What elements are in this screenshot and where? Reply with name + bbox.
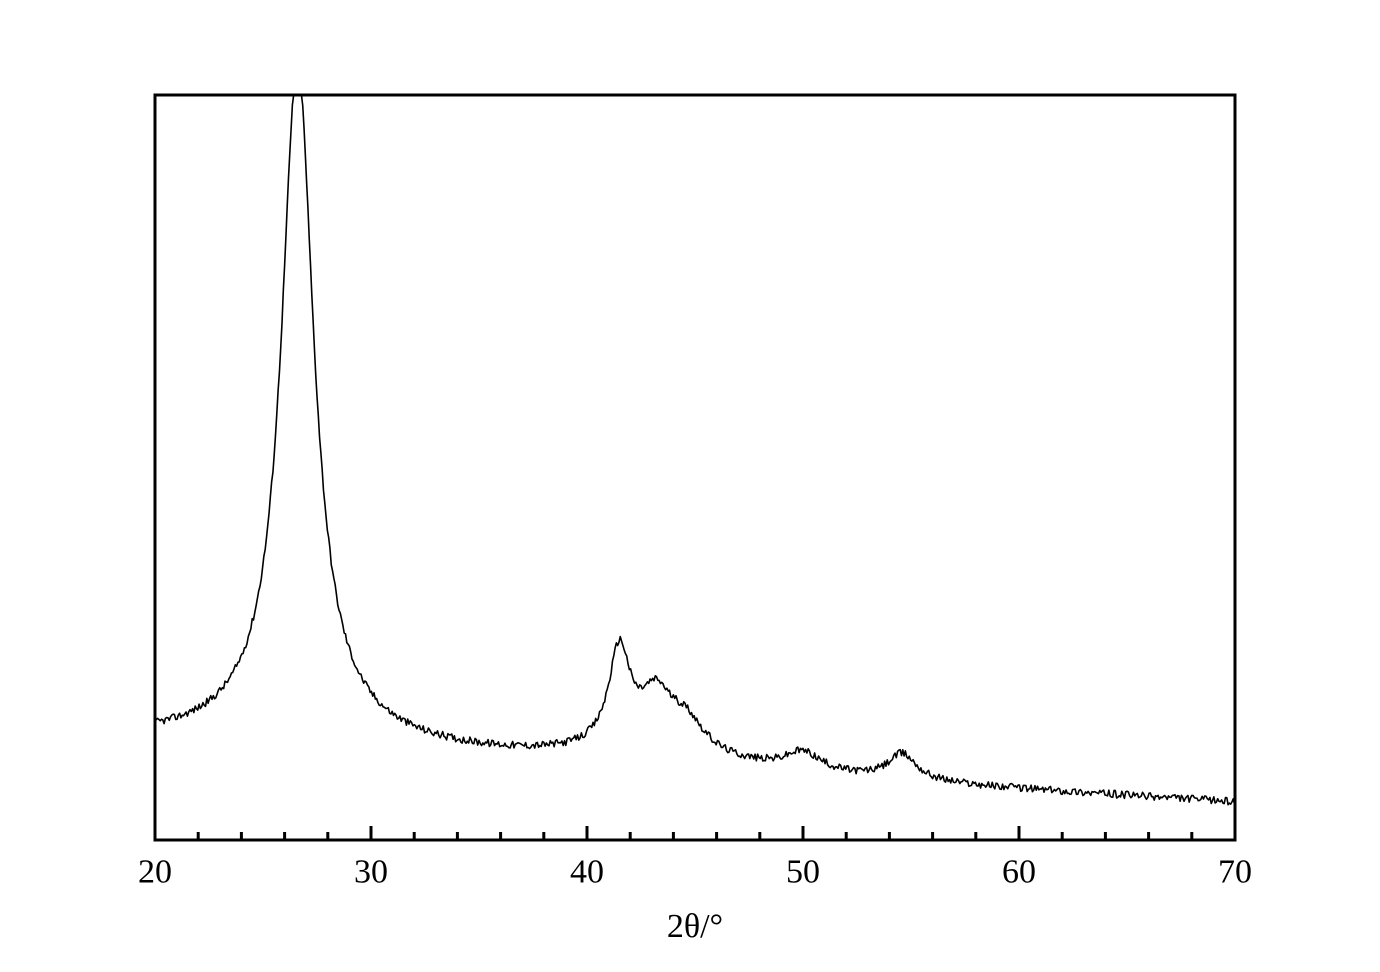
x-tick-label: 20 xyxy=(138,854,172,891)
x-tick-label: 40 xyxy=(570,854,604,891)
x-tick-label: 50 xyxy=(786,854,820,891)
x-tick-label: 30 xyxy=(354,854,388,891)
x-tick-label: 70 xyxy=(1218,854,1252,891)
xrd-chart: 20 30 40 50 60 70 2θ/° xyxy=(0,0,1380,972)
x-tick-label: 60 xyxy=(1002,854,1036,891)
x-axis-label: 2θ/° xyxy=(667,908,723,945)
